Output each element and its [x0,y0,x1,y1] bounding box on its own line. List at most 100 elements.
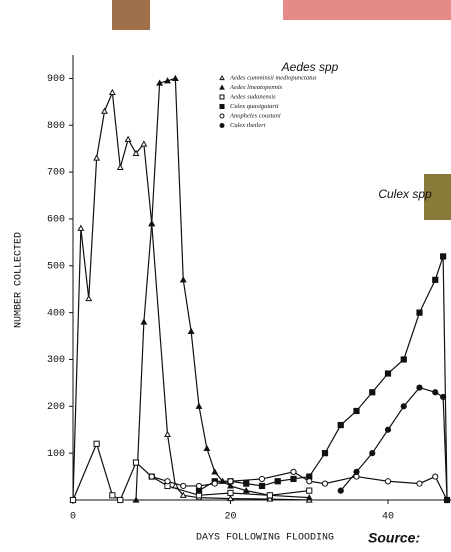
marker [266,492,273,499]
marker [337,487,344,494]
series-line [198,256,448,501]
marker [101,107,108,114]
marker [179,491,187,498]
marker [432,276,439,283]
marker [416,309,423,316]
marker [337,421,344,429]
marker [211,468,219,475]
series-line [135,77,310,501]
marker [321,450,329,457]
marker [148,473,155,480]
marker [203,444,211,452]
marker [258,475,266,483]
marker [400,403,407,410]
marker [148,220,156,227]
annotation: Culex spp [378,187,432,201]
marker [266,495,274,502]
marker [290,468,297,475]
y-tick-label: 100 [47,449,65,460]
marker [117,496,124,504]
marker [384,370,392,377]
marker [353,407,360,415]
marker [384,426,392,433]
series-line [72,92,310,501]
marker [116,163,124,171]
marker [440,253,447,260]
marker [400,356,407,363]
series-line [340,386,448,501]
marker [227,494,234,502]
marker [195,482,203,490]
marker [180,482,187,490]
legend-label: Aedes sudanensis [229,93,276,100]
marker [440,393,447,401]
marker [195,402,203,409]
marker [353,468,360,475]
marker [85,294,93,302]
x-axis-label: DAYS FOLLOWING FLOODING [196,533,334,544]
marker [93,154,101,161]
marker [416,480,423,487]
y-tick-label: 900 [47,74,65,85]
marker [432,473,439,480]
marker [305,494,313,501]
marker [227,489,234,497]
marker [164,77,171,84]
x-tick-label: 40 [382,512,394,523]
legend-marker [219,104,225,109]
y-tick-label: 300 [47,355,65,366]
marker [93,440,100,447]
marker [443,496,451,504]
y-tick-label: 500 [47,261,65,272]
legend-label: Culex quasiguiarti [230,103,279,110]
marker [108,88,116,96]
marker [124,135,132,142]
marker [306,487,313,494]
marker [164,478,171,485]
marker [140,140,148,147]
legend-label: Anopheles coustani [229,112,281,119]
marker [243,480,250,487]
marker [164,430,171,438]
photo-strip [283,0,451,20]
annotation: Aedes spp [281,60,339,74]
marker [187,327,195,334]
marker [306,478,313,485]
legend-label: Aedes cumminsii mediopunctatus [229,74,317,81]
x-tick-label: 20 [224,512,236,523]
x-tick-label: 0 [70,512,76,523]
marker [77,224,85,231]
y-tick-label: 800 [47,121,65,132]
y-tick-label: 700 [47,168,65,179]
marker [384,478,392,485]
legend-marker [219,74,225,81]
marker [69,496,77,504]
y-axis-label: NUMBER COLLECTED [14,232,25,328]
marker [227,482,234,489]
marker [140,318,148,325]
marker [290,475,297,483]
marker [369,389,376,396]
legend-marker [219,94,225,100]
marker [109,492,116,499]
marker [132,149,140,156]
legend-marker [219,84,225,90]
marker [258,482,266,490]
y-tick-label: 600 [47,215,65,226]
legend-marker [219,113,225,119]
legend-label: Aedes lineatopennis [229,84,283,91]
marker [321,480,329,487]
marker [432,389,439,396]
marker [171,74,179,82]
marker [132,459,140,466]
legend-label: Culex theileri [230,122,266,129]
marker [156,79,164,86]
marker [369,450,376,457]
mosquito-photo [112,0,150,30]
marker [416,384,423,391]
legend-marker [219,123,225,128]
marker [242,487,250,494]
marker [274,478,281,485]
marker [179,276,187,283]
